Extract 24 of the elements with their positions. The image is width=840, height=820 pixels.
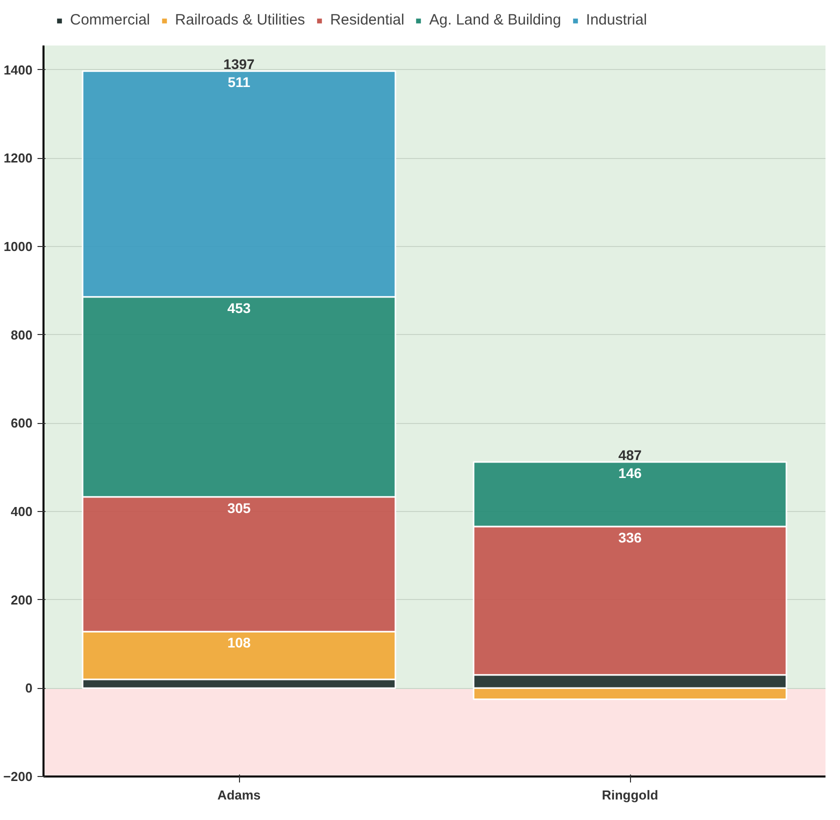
y-tick-label: 200 [10, 592, 33, 608]
y-tick-label: −200 [3, 769, 33, 784]
y-tick-label: 1000 [4, 238, 32, 254]
y-tick-label: 0 [25, 680, 33, 696]
x-tick-label: Adams [217, 788, 261, 802]
legend-label: Ag. Land & Building [429, 12, 562, 28]
legend-label: Residential [330, 12, 404, 28]
total-label: 487 [618, 447, 642, 464]
legend-label: Commercial [70, 12, 150, 28]
data-label: 146 [618, 465, 642, 482]
data-label: 305 [227, 500, 251, 516]
legend-label: Industrial [586, 12, 647, 28]
data-label: 511 [228, 74, 251, 90]
y-tick-label: 1400 [4, 62, 32, 78]
y-tick-label: 600 [10, 416, 33, 431]
y-tick-label: 800 [10, 327, 33, 342]
x-tick-label: Ringgold [602, 788, 658, 802]
data-label: 108 [227, 634, 251, 651]
y-tick-label: 1200 [4, 150, 32, 166]
data-label: 336 [618, 530, 642, 546]
data-label: 453 [227, 300, 251, 316]
y-tick-label: 400 [10, 504, 33, 519]
legend-label: Railroads & Utilities [175, 12, 306, 28]
total-label: 1397 [223, 56, 255, 72]
